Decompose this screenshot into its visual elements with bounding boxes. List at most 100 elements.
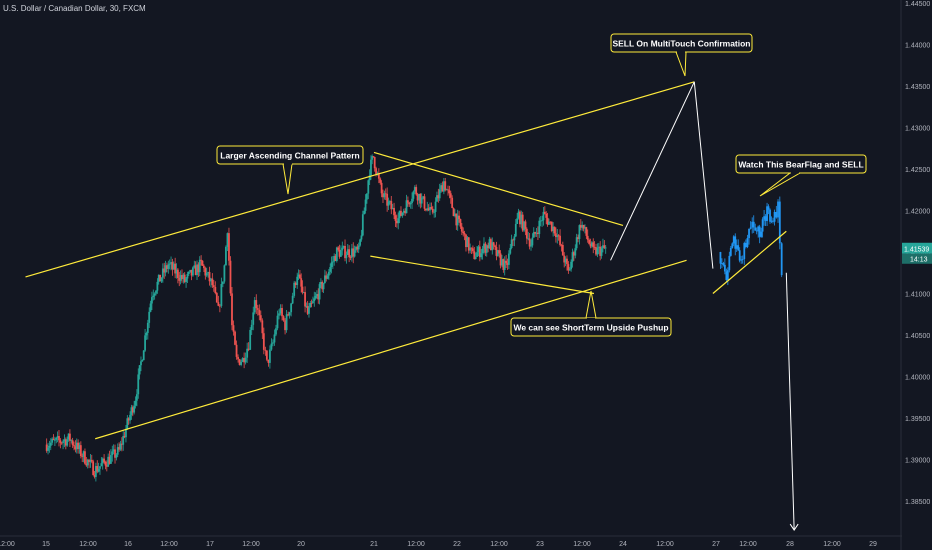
- candle-body: [81, 456, 84, 457]
- candle-body: [420, 197, 423, 204]
- candle-body: [167, 264, 170, 269]
- candle-body: [221, 281, 224, 285]
- price-tick-label: 1.39000: [905, 458, 930, 465]
- time-tick-label: 20: [297, 541, 305, 548]
- candle-body: [127, 418, 130, 421]
- candle-body: [728, 255, 731, 271]
- candle-body: [273, 334, 276, 343]
- candle-body: [572, 252, 575, 256]
- candle-body: [321, 282, 324, 290]
- candle-body: [451, 197, 454, 209]
- callout-joint: [677, 50, 685, 53]
- candle-body: [48, 445, 51, 448]
- candle-body: [546, 217, 549, 225]
- time-tick-label: 27: [712, 541, 720, 548]
- candle-body: [335, 247, 338, 261]
- candle-body: [537, 232, 539, 235]
- candle-body: [438, 189, 441, 199]
- candle-body: [480, 253, 483, 258]
- candle-body: [338, 249, 341, 257]
- candle-body: [737, 245, 740, 251]
- time-axis[interactable]: 12:00 15 12:00 16 12:00 17 12:00 20 21 12:00 22 12:…: [0, 0, 902, 550]
- candle-body: [198, 259, 201, 273]
- candle-body: [229, 260, 232, 294]
- candle-body: [769, 209, 771, 222]
- candle-body: [142, 350, 145, 361]
- candle-body: [159, 274, 162, 282]
- time-tick-label: 24: [619, 541, 627, 548]
- candle-body: [575, 237, 578, 249]
- candle-body: [775, 211, 778, 218]
- candle-body: [89, 459, 92, 463]
- candle-body: [552, 226, 555, 232]
- trendline-bearflag-support: [712, 230, 787, 294]
- candle-body: [440, 185, 442, 190]
- candle-body: [484, 243, 487, 253]
- candle-body: [111, 451, 114, 456]
- price-tick-label: 1.41000: [905, 292, 930, 299]
- candle-body: [93, 475, 96, 477]
- price-tick-label: 1.40000: [905, 375, 930, 382]
- candle-body: [599, 246, 602, 256]
- candle-body: [496, 250, 499, 256]
- candle-body: [366, 193, 368, 200]
- candle-body: [424, 208, 427, 211]
- candle-body: [69, 433, 71, 441]
- candle-body: [56, 436, 59, 438]
- candle-body: [499, 253, 502, 266]
- candle-body: [193, 265, 196, 268]
- candle-body: [85, 463, 88, 466]
- candle-body: [538, 220, 541, 235]
- candle-body: [462, 231, 465, 234]
- candle-body: [585, 227, 588, 236]
- candle-body: [445, 189, 448, 191]
- candle-body: [244, 357, 247, 363]
- countdown-badge: [902, 253, 932, 264]
- candle-body: [524, 221, 527, 229]
- candle-body: [166, 265, 168, 269]
- candle-body: [744, 243, 747, 248]
- candle-body: [532, 232, 535, 238]
- candle-body: [163, 268, 166, 273]
- candle-body: [487, 245, 490, 249]
- candle-body: [232, 325, 235, 332]
- candle-body: [754, 227, 757, 231]
- price-axis[interactable]: 1.44500 1.44000 1.43500 1.43000 1.42500 1.420…: [902, 1, 932, 506]
- candle-body: [360, 235, 363, 240]
- candle-body: [476, 252, 478, 257]
- candle-body: [249, 329, 252, 350]
- candle-body: [503, 260, 506, 270]
- candle-body: [281, 308, 283, 317]
- candle-body: [322, 283, 325, 290]
- candle-body: [331, 261, 334, 263]
- candle-body: [97, 468, 100, 472]
- candle-body: [513, 236, 516, 241]
- price-tick-label: 1.42500: [905, 167, 930, 174]
- candle-body: [185, 278, 187, 282]
- candle-body: [527, 238, 530, 240]
- candle-body: [284, 320, 286, 331]
- candle-body: [53, 439, 56, 441]
- trendline-flag-upper: [373, 151, 624, 227]
- candle-body: [255, 300, 258, 309]
- candle-body: [436, 195, 438, 202]
- candle-body: [60, 442, 63, 444]
- time-tick-label: 12:00: [656, 541, 674, 548]
- callout-pointer: [585, 290, 597, 319]
- candle-body: [732, 236, 735, 244]
- candle-body: [379, 178, 382, 183]
- candle-body: [773, 211, 776, 222]
- candle-body: [384, 193, 387, 195]
- candle-body: [535, 232, 538, 234]
- candle-body: [553, 226, 556, 234]
- candle-body: [214, 286, 217, 294]
- candle-body: [505, 260, 508, 264]
- candle-body: [395, 220, 398, 224]
- candle-body: [382, 193, 384, 198]
- candle-body: [548, 221, 550, 225]
- candle-body: [250, 324, 253, 330]
- candle-body: [153, 293, 156, 296]
- candle-body: [71, 440, 74, 446]
- candle-body: [560, 244, 563, 246]
